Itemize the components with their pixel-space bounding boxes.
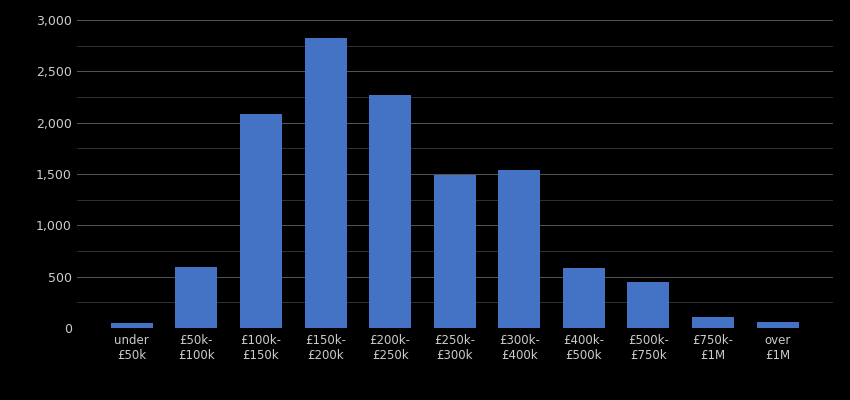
Bar — [369, 95, 411, 328]
Bar — [175, 268, 218, 328]
Bar — [498, 170, 541, 328]
Bar — [240, 114, 282, 328]
Bar — [110, 323, 153, 328]
Bar — [756, 322, 799, 328]
Bar — [304, 38, 347, 328]
Bar — [692, 317, 734, 328]
Bar — [627, 282, 670, 328]
Bar — [434, 175, 476, 328]
Bar — [563, 268, 605, 328]
